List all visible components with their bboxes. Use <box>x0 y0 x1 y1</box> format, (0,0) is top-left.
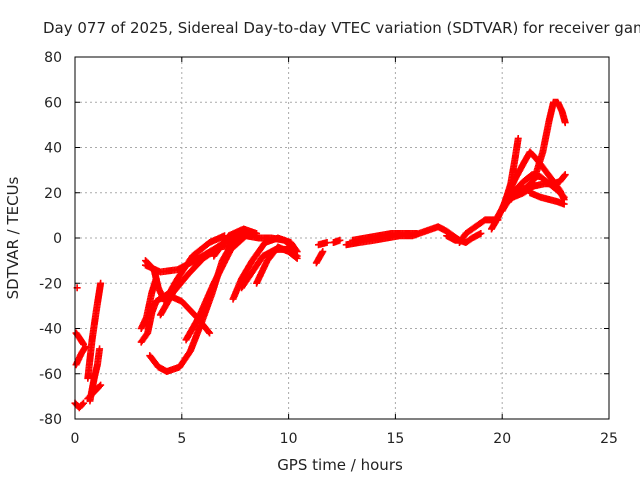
y-tick-label: 40 <box>44 141 62 157</box>
series-arc-d <box>84 279 105 382</box>
series-arc-b <box>72 343 90 369</box>
y-tick-label: -80 <box>39 412 62 428</box>
data-point <box>96 345 104 353</box>
x-tick-label: 10 <box>280 431 298 447</box>
series-arc-ae <box>509 171 569 201</box>
data-point <box>97 381 105 389</box>
data-point <box>206 329 214 337</box>
series-arc-l <box>141 232 229 305</box>
chart-title: Day 077 of 2025, Sidereal Day-to-day VTE… <box>43 19 640 37</box>
data-points <box>71 98 569 412</box>
data-point <box>80 399 88 407</box>
plot-frame <box>74 56 610 420</box>
data-point <box>560 172 568 180</box>
series-arc-x <box>349 229 421 244</box>
y-tick-label: 60 <box>44 95 62 111</box>
y-tick-label: -20 <box>39 276 62 292</box>
data-point <box>514 134 522 142</box>
data-point <box>561 171 569 179</box>
data-point <box>293 254 301 262</box>
data-point <box>413 229 421 237</box>
data-point <box>96 382 104 390</box>
y-tick-label: 0 <box>53 231 62 247</box>
data-point <box>559 192 567 200</box>
data-point <box>560 193 568 201</box>
data-point <box>97 279 105 287</box>
axis-ticks: 0 5 10 15 20 25 -80 -60 -40 -20 0 20 40 60 80 <box>39 50 618 447</box>
series-arc-t <box>312 248 327 267</box>
x-tick-label: 15 <box>386 431 404 447</box>
series-arc-o <box>210 225 261 260</box>
data-point <box>477 229 485 237</box>
data-point <box>560 200 568 208</box>
data-point <box>205 328 213 336</box>
x-tick-label: 0 <box>71 431 80 447</box>
series-arc-f <box>84 381 105 403</box>
series-arc-m <box>156 241 237 319</box>
data-point <box>319 248 327 256</box>
series-arc-u <box>315 239 331 249</box>
y-axis-label: SDTVAR / TECUs <box>4 176 22 299</box>
grid <box>75 57 609 419</box>
series-arc-c <box>71 399 88 412</box>
series-arc-v <box>329 236 344 247</box>
x-tick-label: 20 <box>493 431 511 447</box>
data-point <box>292 253 300 261</box>
data-point <box>78 400 86 408</box>
series-arc-r <box>253 243 301 287</box>
y-tick-label: -60 <box>39 367 62 383</box>
data-point <box>253 229 261 237</box>
data-point <box>289 243 297 251</box>
y-tick-label: -40 <box>39 322 62 338</box>
series-arc-s <box>255 234 297 251</box>
data-point <box>288 242 296 250</box>
x-axis-label: GPS time / hours <box>277 456 403 474</box>
y-tick-label: 80 <box>44 50 62 66</box>
series-arc-af <box>526 189 568 208</box>
data-point <box>336 236 344 244</box>
y-tick-label: 20 <box>44 186 62 202</box>
data-point <box>323 239 331 247</box>
x-tick-label: 25 <box>600 431 618 447</box>
x-tick-label: 5 <box>177 431 186 447</box>
data-point <box>561 119 569 127</box>
